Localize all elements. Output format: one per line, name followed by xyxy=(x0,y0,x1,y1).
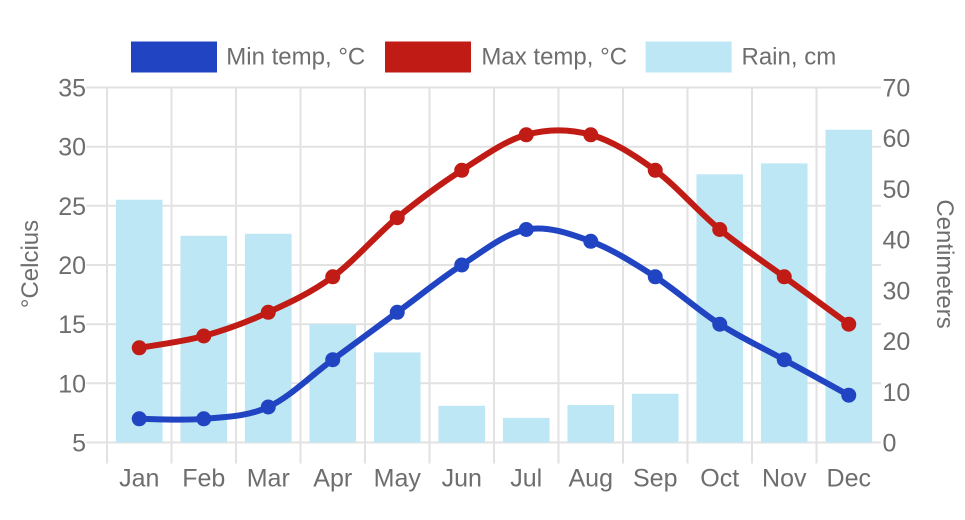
svg-text:Jun: Jun xyxy=(442,465,482,493)
svg-text:Jul: Jul xyxy=(510,465,542,493)
svg-text:20: 20 xyxy=(883,328,911,356)
svg-text:Nov: Nov xyxy=(762,465,807,493)
svg-text:Min temp, °C: Min temp, °C xyxy=(226,44,365,71)
svg-text:50: 50 xyxy=(883,176,911,204)
svg-text:Jan: Jan xyxy=(119,465,159,493)
svg-text:Centimeters: Centimeters xyxy=(931,199,958,328)
svg-text:Apr: Apr xyxy=(313,465,352,493)
svg-text:10: 10 xyxy=(58,370,86,398)
svg-text:May: May xyxy=(374,465,422,493)
svg-text:30: 30 xyxy=(58,134,86,162)
svg-text:30: 30 xyxy=(883,277,911,305)
svg-text:Rain, cm: Rain, cm xyxy=(742,44,837,71)
svg-text:Dec: Dec xyxy=(827,465,871,493)
svg-text:°Celcius: °Celcius xyxy=(17,220,44,308)
svg-text:Feb: Feb xyxy=(182,465,225,493)
svg-text:Oct: Oct xyxy=(700,465,739,493)
svg-text:40: 40 xyxy=(883,227,911,255)
svg-text:60: 60 xyxy=(883,125,911,153)
svg-text:25: 25 xyxy=(58,193,86,221)
svg-text:15: 15 xyxy=(58,311,86,339)
svg-text:5: 5 xyxy=(72,430,86,458)
svg-text:Aug: Aug xyxy=(569,465,613,493)
svg-text:20: 20 xyxy=(58,252,86,280)
svg-text:10: 10 xyxy=(883,379,911,407)
svg-text:Sep: Sep xyxy=(633,465,677,493)
svg-text:Max temp, °C: Max temp, °C xyxy=(481,44,627,71)
svg-text:70: 70 xyxy=(883,75,911,103)
svg-text:35: 35 xyxy=(58,75,86,103)
svg-text:0: 0 xyxy=(883,430,897,458)
svg-text:Mar: Mar xyxy=(247,465,290,493)
